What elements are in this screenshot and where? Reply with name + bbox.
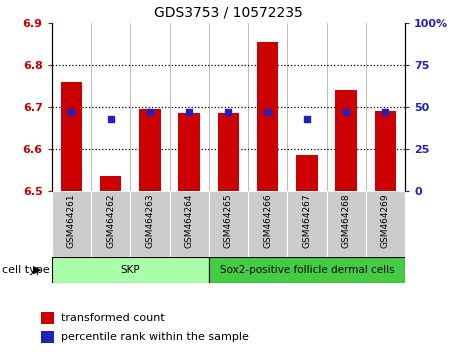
Bar bbox=[100, 176, 122, 191]
Text: GSM464265: GSM464265 bbox=[224, 193, 233, 248]
Bar bbox=[61, 82, 82, 191]
Text: transformed count: transformed count bbox=[61, 313, 165, 322]
FancyBboxPatch shape bbox=[170, 191, 209, 257]
Bar bbox=[178, 113, 200, 191]
Point bbox=[68, 109, 75, 115]
Bar bbox=[209, 257, 405, 283]
FancyBboxPatch shape bbox=[248, 191, 287, 257]
FancyBboxPatch shape bbox=[366, 191, 405, 257]
Bar bbox=[257, 42, 279, 191]
Point bbox=[185, 109, 193, 115]
Bar bbox=[40, 312, 54, 324]
Text: GSM464262: GSM464262 bbox=[106, 193, 115, 248]
Point bbox=[382, 109, 389, 115]
FancyBboxPatch shape bbox=[209, 191, 248, 257]
Bar bbox=[40, 331, 54, 343]
Text: GSM464268: GSM464268 bbox=[342, 193, 351, 248]
Point bbox=[146, 109, 153, 115]
Bar bbox=[374, 111, 396, 191]
Text: ▶: ▶ bbox=[33, 265, 42, 275]
Text: GSM464261: GSM464261 bbox=[67, 193, 76, 248]
Text: Sox2-positive follicle dermal cells: Sox2-positive follicle dermal cells bbox=[220, 265, 394, 275]
Point bbox=[107, 116, 114, 122]
Bar bbox=[296, 155, 318, 191]
Text: cell type: cell type bbox=[2, 265, 50, 275]
Point bbox=[342, 109, 350, 115]
Bar bbox=[139, 109, 161, 191]
Text: percentile rank within the sample: percentile rank within the sample bbox=[61, 332, 248, 342]
Title: GDS3753 / 10572235: GDS3753 / 10572235 bbox=[154, 5, 303, 19]
FancyBboxPatch shape bbox=[287, 191, 327, 257]
FancyBboxPatch shape bbox=[91, 191, 130, 257]
Bar bbox=[335, 90, 357, 191]
Point bbox=[225, 109, 232, 115]
Text: GSM464263: GSM464263 bbox=[145, 193, 154, 248]
Text: GSM464267: GSM464267 bbox=[302, 193, 311, 248]
Text: GSM464264: GSM464264 bbox=[184, 193, 194, 248]
Text: GSM464266: GSM464266 bbox=[263, 193, 272, 248]
Bar bbox=[52, 257, 209, 283]
Text: SKP: SKP bbox=[121, 265, 140, 275]
Text: GSM464269: GSM464269 bbox=[381, 193, 390, 248]
Point bbox=[303, 116, 310, 122]
FancyBboxPatch shape bbox=[130, 191, 170, 257]
Bar bbox=[218, 113, 239, 191]
FancyBboxPatch shape bbox=[327, 191, 366, 257]
Point bbox=[264, 109, 271, 115]
FancyBboxPatch shape bbox=[52, 191, 91, 257]
